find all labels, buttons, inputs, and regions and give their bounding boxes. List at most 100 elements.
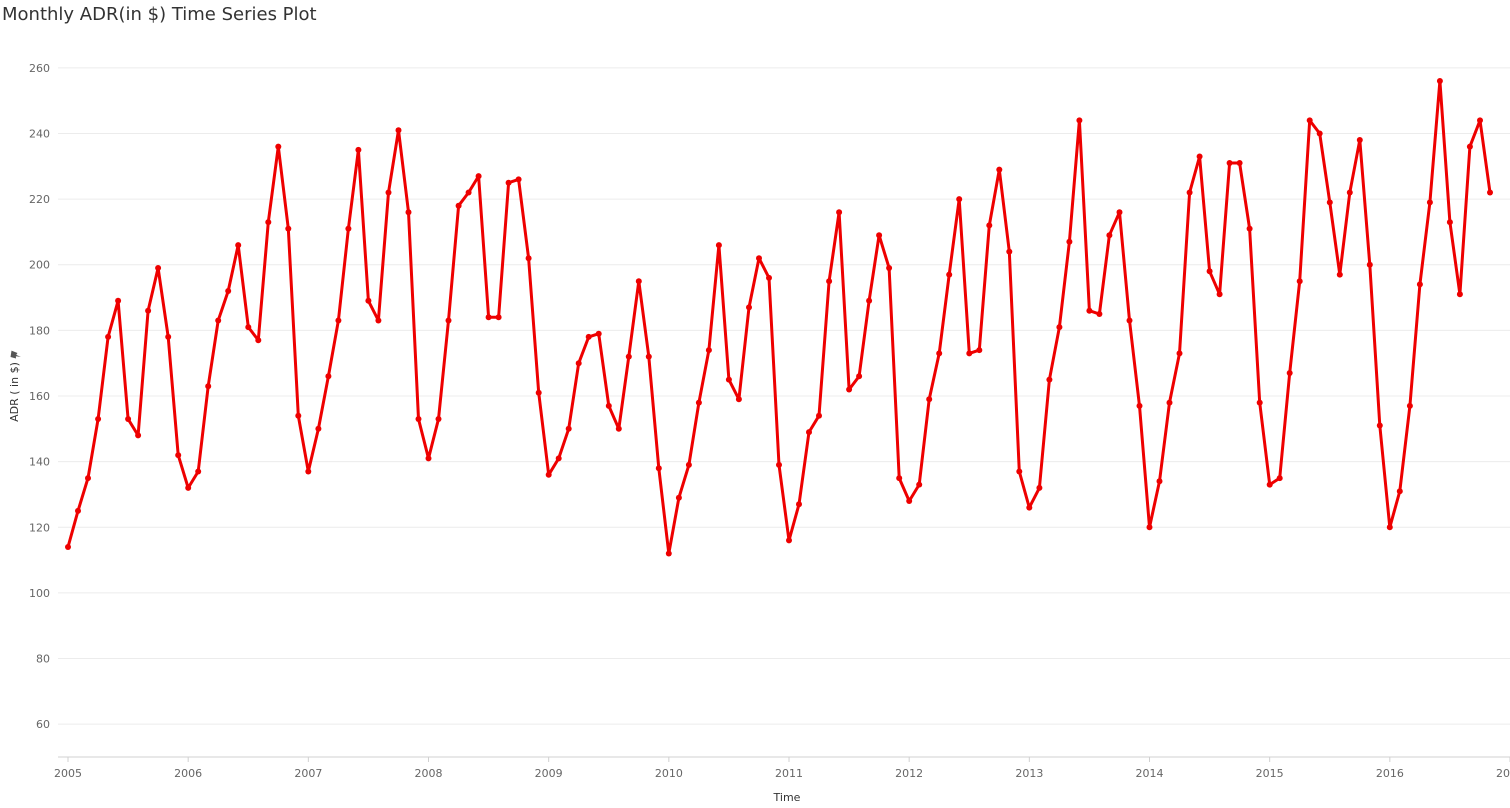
data-point[interactable] — [846, 386, 853, 393]
data-point[interactable] — [365, 297, 372, 304]
data-point[interactable] — [1046, 376, 1053, 383]
data-point[interactable] — [956, 196, 963, 203]
data-point[interactable] — [1376, 422, 1383, 429]
data-point[interactable] — [315, 425, 322, 432]
data-point[interactable] — [695, 399, 702, 406]
data-point[interactable] — [1386, 524, 1393, 531]
data-point[interactable] — [705, 347, 712, 354]
data-point[interactable] — [325, 373, 332, 380]
data-point[interactable] — [165, 333, 172, 340]
data-point[interactable] — [806, 429, 812, 436]
data-point[interactable] — [195, 468, 202, 475]
data-point[interactable] — [1116, 209, 1123, 216]
data-point[interactable] — [355, 146, 362, 153]
data-point[interactable] — [245, 324, 252, 331]
data-point[interactable] — [65, 544, 71, 550]
data-point[interactable] — [435, 416, 442, 422]
data-point[interactable] — [95, 416, 102, 422]
pin-icon[interactable] — [8, 348, 21, 361]
data-point[interactable] — [725, 376, 732, 383]
data-point[interactable] — [485, 314, 492, 321]
data-point[interactable] — [986, 222, 993, 229]
data-point[interactable] — [746, 304, 752, 311]
data-point[interactable] — [535, 389, 542, 396]
data-point[interactable] — [145, 307, 152, 314]
data-point[interactable] — [375, 317, 382, 324]
data-point[interactable] — [415, 416, 422, 422]
data-point[interactable] — [275, 143, 282, 150]
data-point[interactable] — [1026, 504, 1033, 511]
data-point[interactable] — [1076, 117, 1083, 124]
data-point[interactable] — [1096, 311, 1103, 317]
data-point[interactable] — [816, 412, 822, 419]
data-point[interactable] — [796, 501, 802, 508]
data-point[interactable] — [1436, 78, 1443, 84]
data-point[interactable] — [756, 255, 762, 262]
data-point[interactable] — [1126, 317, 1133, 324]
data-point[interactable] — [1416, 281, 1423, 288]
data-point[interactable] — [125, 416, 132, 422]
data-point[interactable] — [455, 202, 462, 209]
data-point[interactable] — [635, 278, 642, 285]
data-point[interactable] — [175, 452, 182, 459]
data-point[interactable] — [305, 468, 312, 475]
data-point[interactable] — [1296, 278, 1303, 285]
data-point[interactable] — [936, 350, 943, 357]
data-point[interactable] — [1396, 488, 1403, 495]
data-point[interactable] — [966, 350, 973, 357]
data-point[interactable] — [615, 425, 622, 432]
data-point[interactable] — [405, 209, 412, 216]
data-point[interactable] — [826, 278, 833, 285]
data-point[interactable] — [946, 271, 953, 278]
data-point[interactable] — [155, 265, 162, 271]
data-point[interactable] — [585, 333, 592, 340]
data-point[interactable] — [1196, 153, 1203, 160]
data-point[interactable] — [926, 396, 933, 403]
data-point[interactable] — [1446, 219, 1453, 226]
data-point[interactable] — [1276, 475, 1283, 482]
data-point[interactable] — [255, 337, 262, 344]
data-point[interactable] — [385, 189, 392, 196]
data-point[interactable] — [1246, 225, 1253, 232]
data-point[interactable] — [1036, 484, 1043, 491]
data-point[interactable] — [1346, 189, 1353, 196]
data-point[interactable] — [225, 288, 232, 294]
data-point[interactable] — [575, 360, 582, 367]
data-point[interactable] — [1306, 117, 1313, 124]
data-point[interactable] — [525, 255, 532, 262]
data-point[interactable] — [335, 317, 342, 324]
data-point[interactable] — [996, 166, 1003, 173]
data-point[interactable] — [425, 455, 432, 462]
data-point[interactable] — [1066, 238, 1073, 245]
data-point[interactable] — [1286, 370, 1293, 376]
data-point[interactable] — [605, 402, 612, 409]
data-point[interactable] — [1456, 291, 1463, 298]
data-point[interactable] — [1156, 478, 1163, 485]
data-point[interactable] — [205, 383, 212, 390]
data-point[interactable] — [555, 455, 562, 462]
data-point[interactable] — [1206, 268, 1213, 275]
data-point[interactable] — [916, 481, 923, 488]
data-point[interactable] — [1176, 350, 1183, 357]
data-point[interactable] — [906, 498, 913, 504]
data-point[interactable] — [565, 425, 572, 432]
data-point[interactable] — [886, 265, 893, 271]
data-point[interactable] — [856, 373, 863, 380]
data-point[interactable] — [625, 353, 632, 360]
data-point[interactable] — [645, 353, 652, 360]
data-point[interactable] — [1186, 189, 1193, 196]
data-point[interactable] — [105, 333, 112, 340]
data-point[interactable] — [715, 242, 722, 249]
data-point[interactable] — [896, 475, 903, 482]
data-point[interactable] — [866, 297, 873, 304]
data-point[interactable] — [595, 330, 602, 337]
data-point[interactable] — [1477, 117, 1483, 124]
data-point[interactable] — [675, 494, 682, 501]
data-point[interactable] — [776, 461, 782, 468]
data-point[interactable] — [1056, 324, 1063, 331]
data-point[interactable] — [1106, 232, 1113, 239]
data-point[interactable] — [1266, 481, 1273, 488]
data-point[interactable] — [495, 314, 502, 321]
data-point[interactable] — [735, 396, 742, 403]
data-point[interactable] — [685, 461, 692, 468]
